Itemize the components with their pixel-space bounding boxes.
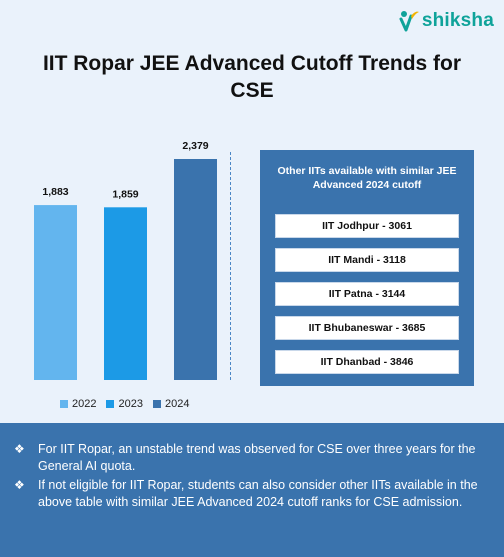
legend-item: 2024 xyxy=(152,398,190,410)
panel-heading: Other IITs available with similar JEE Ad… xyxy=(277,165,457,191)
notes-footer: ❖ For IIT Ropar, an unstable trend was o… xyxy=(0,423,504,557)
legend-item: 2023 xyxy=(106,398,143,410)
dashed-divider xyxy=(230,152,231,380)
note-text: For IIT Ropar, an unstable trend was obs… xyxy=(38,442,476,473)
legend-label: 2022 xyxy=(72,398,97,410)
legend-swatch xyxy=(152,400,161,408)
iit-list: IIT Jodhpur - 3061 IIT Mandi - 3118 IIT … xyxy=(260,214,474,374)
legend-label: 2024 xyxy=(164,398,190,410)
diamond-bullet-icon: ❖ xyxy=(14,442,25,456)
bar-2022 xyxy=(34,205,77,380)
legend-swatch xyxy=(106,400,115,408)
legend-label: 2023 xyxy=(118,398,143,410)
legend-swatch xyxy=(60,400,68,408)
bar-2024 xyxy=(174,159,217,380)
list-item: IIT Mandi - 3118 xyxy=(275,248,459,272)
bar-chart: 1,883 1,859 2,379 xyxy=(34,140,217,380)
list-item: IIT Jodhpur - 3061 xyxy=(275,214,459,238)
page-title: IIT Ropar JEE Advanced Cutoff Trends for… xyxy=(42,52,462,102)
note-text: If not eligible for IIT Ropar, students … xyxy=(38,478,478,509)
list-item: IIT Patna - 3144 xyxy=(275,282,459,306)
diamond-bullet-icon: ❖ xyxy=(14,478,25,492)
legend-item: 2022 xyxy=(60,398,96,410)
shiksha-logo-icon xyxy=(399,11,419,32)
chart-legend: 2022 2023 2024 xyxy=(60,398,189,410)
data-label: 1,883 xyxy=(42,186,68,198)
brand-name: shiksha xyxy=(421,10,494,31)
list-item: IIT Dhanbad - 3846 xyxy=(275,350,459,374)
note-item: ❖ For IIT Ropar, an unstable trend was o… xyxy=(14,441,488,475)
similar-iits-panel: Other IITs available with similar JEE Ad… xyxy=(260,150,474,386)
list-item: IIT Bhubaneswar - 3685 xyxy=(275,316,459,340)
note-item: ❖ If not eligible for IIT Ropar, student… xyxy=(14,477,488,511)
data-label: 1,859 xyxy=(112,188,138,200)
shiksha-logo: shiksha xyxy=(398,8,494,34)
bar-2023 xyxy=(104,207,147,380)
data-label: 2,379 xyxy=(182,140,208,152)
